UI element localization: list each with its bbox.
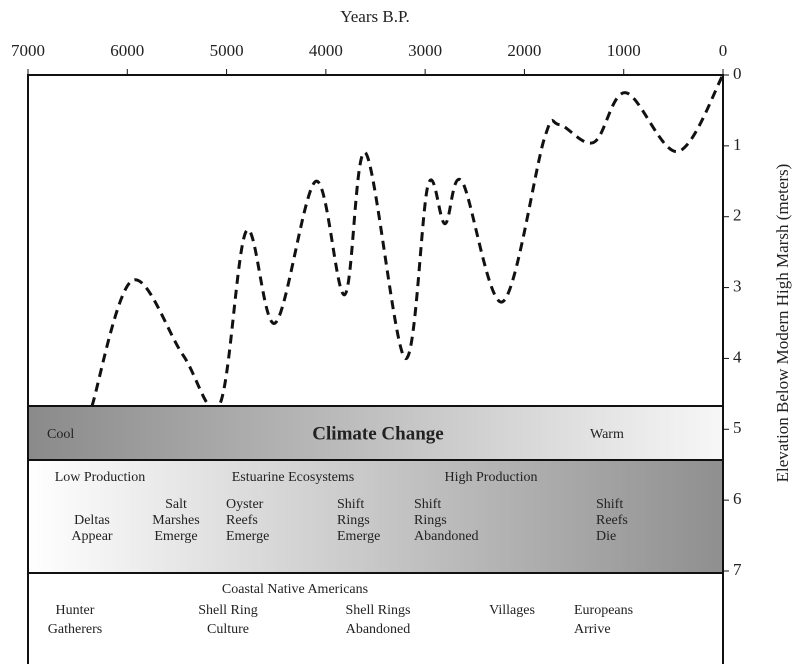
band-item: Shell Rings	[346, 603, 411, 618]
x-tick-label: 2000	[507, 41, 541, 60]
y-tick-label: 6	[733, 489, 742, 508]
band-item: Oyster	[226, 497, 264, 512]
plot-frame	[27, 74, 724, 664]
band-item: Rings	[337, 513, 370, 528]
y-tick-label: 4	[733, 347, 742, 366]
x-tick-label: 5000	[210, 41, 244, 60]
band-item: Villages	[489, 603, 535, 618]
estuarine-band	[27, 459, 724, 574]
band-label: Cool	[47, 427, 74, 442]
band-header: Low Production	[55, 470, 146, 485]
y-tick-label: 2	[733, 206, 742, 225]
band-item: Shift	[414, 497, 441, 512]
x-tick-label: 6000	[110, 41, 144, 60]
x-tick-label: 0	[719, 41, 728, 60]
y-axis-label: Elevation Below Modern High Marsh (meter…	[773, 164, 792, 483]
y-tick-label: 3	[733, 276, 742, 295]
band-item: Reefs	[226, 513, 258, 528]
band-header: Estuarine Ecosystems	[232, 470, 354, 485]
band-item: Appear	[71, 529, 113, 544]
x-tick-label: 4000	[309, 41, 343, 60]
band-item: Arrive	[574, 622, 611, 637]
x-tick-label: 1000	[607, 41, 641, 60]
band-title: Climate Change	[312, 423, 443, 444]
band-item: Emerge	[154, 529, 197, 544]
y-tick-label: 1	[733, 135, 742, 154]
band-header: High Production	[445, 470, 538, 485]
elevation-line	[90, 74, 725, 411]
x-tick-label: 3000	[408, 41, 442, 60]
band-item: Gatherers	[48, 622, 102, 637]
band-header: Coastal Native Americans	[222, 582, 368, 597]
band-item: Die	[596, 529, 616, 544]
band-item: Emerge	[226, 529, 269, 544]
band-item: Hunter	[56, 603, 95, 618]
x-axis-label: Years B.P.	[340, 7, 410, 26]
band-item: Salt	[165, 497, 187, 512]
band-item: Marshes	[152, 513, 199, 528]
y-tick-label: 5	[733, 418, 742, 437]
band-label: Warm	[590, 427, 624, 442]
band-item: Emerge	[337, 529, 380, 544]
band-item: Europeans	[574, 603, 633, 618]
band-item: Reefs	[596, 513, 628, 528]
y-tick-label: 0	[733, 64, 742, 83]
x-tick-label: 7000	[11, 41, 45, 60]
band-item: Shell Ring	[198, 603, 258, 618]
band-item: Culture	[207, 622, 249, 637]
band-item: Abandoned	[346, 622, 411, 637]
y-tick-label: 7	[733, 560, 742, 579]
band-item: Shift	[596, 497, 623, 512]
band-item: Deltas	[74, 513, 110, 528]
band-item: Rings	[414, 513, 447, 528]
band-item: Abandoned	[414, 529, 479, 544]
band-item: Shift	[337, 497, 364, 512]
